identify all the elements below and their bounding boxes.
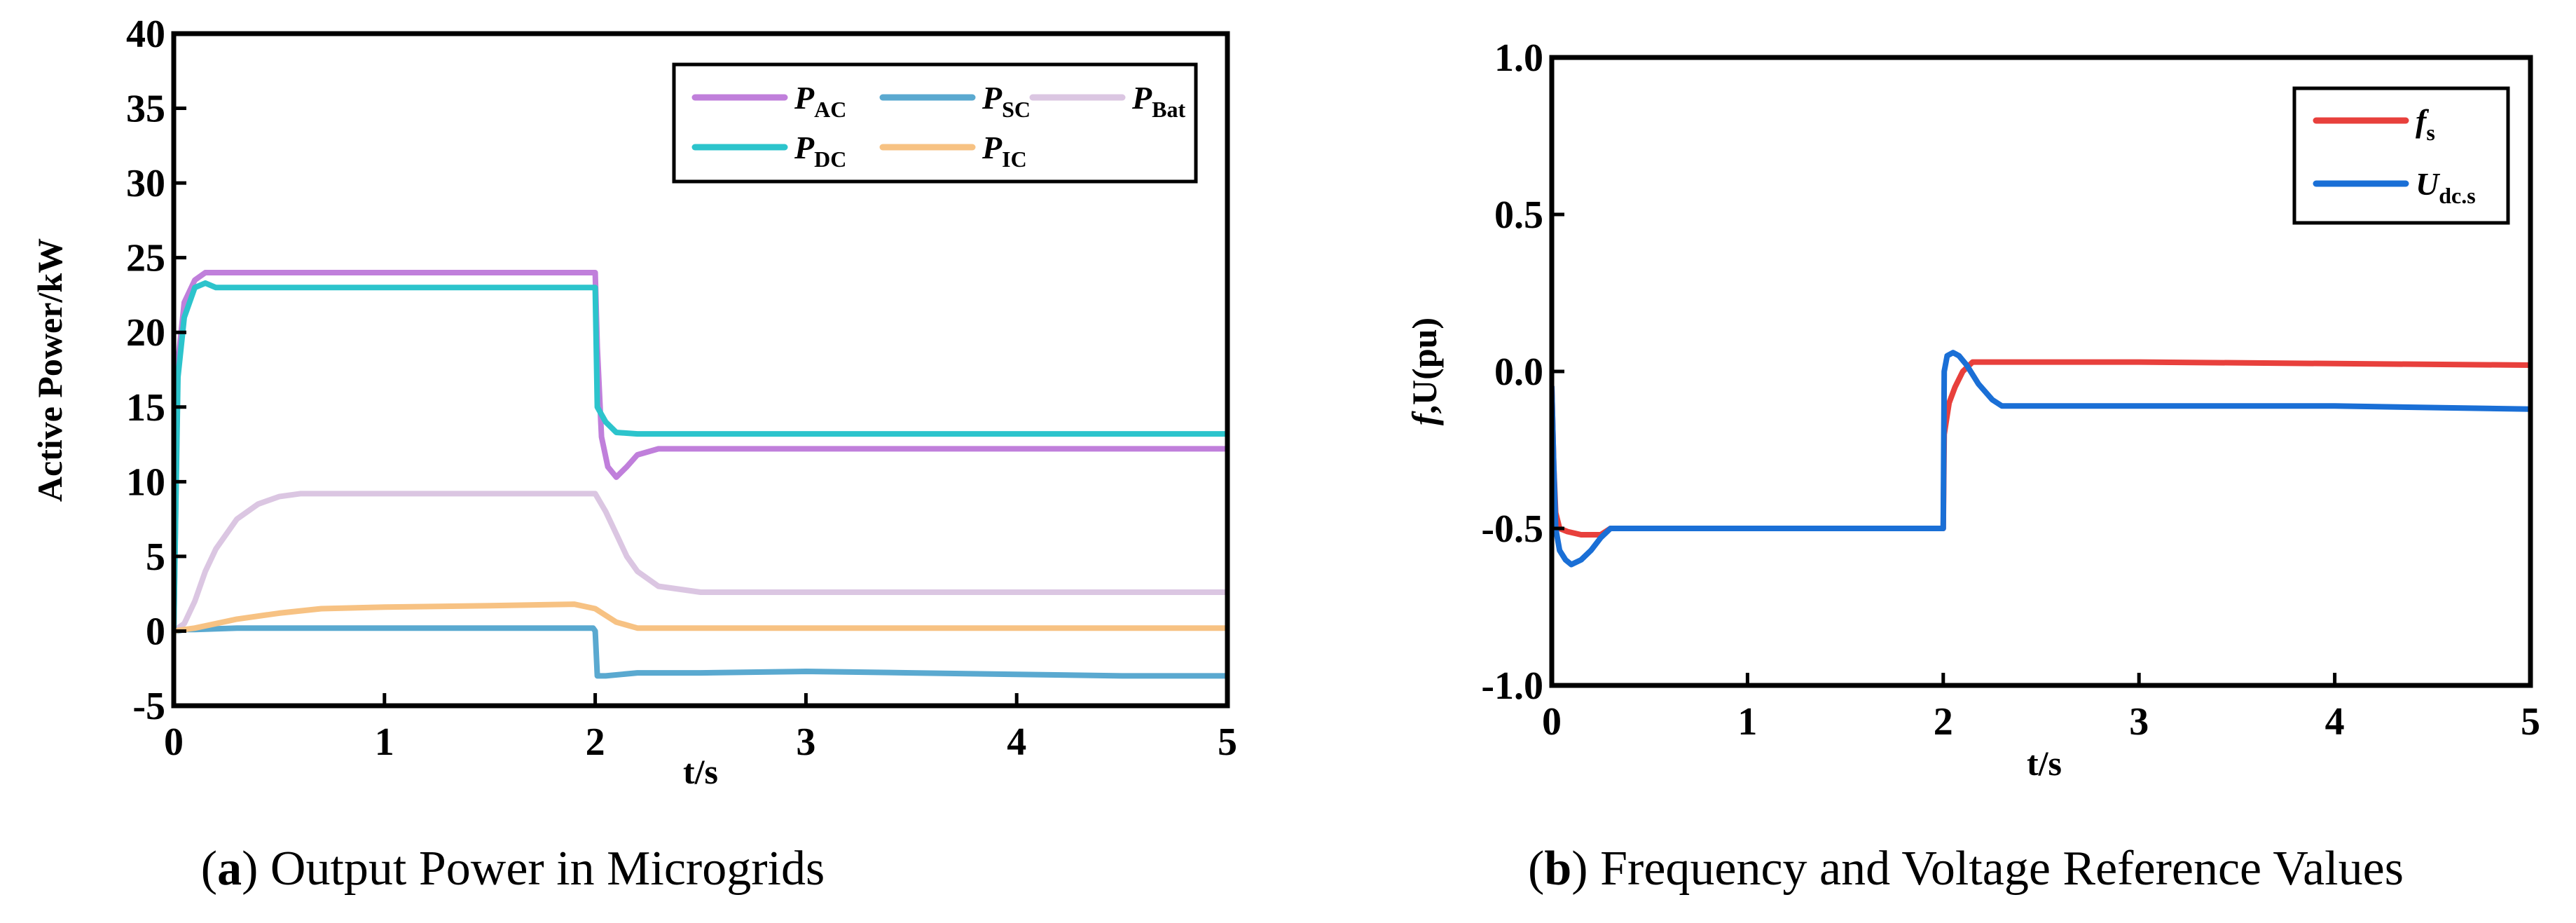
series-line-p-ic <box>174 601 1227 634</box>
x-tick-label: 5 <box>1218 720 1237 764</box>
legend-label: Udc.s <box>2416 166 2476 208</box>
legend: PAC PSC PBat PDC PIC <box>672 62 1198 184</box>
y-tick-label: 10 <box>126 460 165 504</box>
x-tick-label: 4 <box>1007 720 1026 764</box>
y-tick-label: -0.5 <box>1481 507 1543 551</box>
legend-box <box>672 62 1198 184</box>
legend-box <box>2292 86 2510 225</box>
y-tick-label: 5 <box>146 535 165 579</box>
series-line-p-bat <box>174 491 1227 634</box>
series-line-p-dc <box>174 280 1227 634</box>
y-tick-label: 20 <box>126 311 165 355</box>
x-axis-label: t/s <box>683 752 718 791</box>
y-tick-label: 40 <box>126 13 165 56</box>
series-line-p-sc <box>174 625 1227 679</box>
x-tick-label: 3 <box>2129 700 2149 744</box>
y-tick-label: 35 <box>126 88 165 131</box>
x-tick-label: 0 <box>1542 700 1562 744</box>
y-tick-label: 0 <box>146 610 165 653</box>
series-line-f-s <box>1552 359 2530 538</box>
x-tick-label: 1 <box>1737 700 1757 744</box>
y-tick-label: 15 <box>126 386 165 430</box>
x-tick-label: 3 <box>796 720 815 764</box>
y-tick-label: 30 <box>126 162 165 205</box>
series-line-p-ac <box>174 270 1227 634</box>
x-tick-label: 5 <box>2521 700 2540 744</box>
legend-label: PAC <box>794 80 846 122</box>
legend-label: PIC <box>982 130 1027 172</box>
caption-a: (a) Output Power in Microgrids <box>201 842 825 896</box>
y-axis-label: Active Power/kW <box>30 238 69 502</box>
series-line-u-dc-s <box>1552 350 2530 568</box>
caption-b: (b) Frequency and Voltage Reference Valu… <box>1528 842 2404 896</box>
legend-label: PDC <box>794 130 846 172</box>
x-tick-label: 0 <box>164 720 184 764</box>
y-axis-label: f,U(pu) <box>1405 317 1444 425</box>
y-tick-label: 0.0 <box>1494 350 1543 394</box>
series-lines <box>1552 350 2530 568</box>
plot-frame <box>171 31 1230 709</box>
y-tick-label: -1.0 <box>1481 664 1543 708</box>
x-tick-label: 2 <box>586 720 605 764</box>
legend-label: PSC <box>982 80 1031 122</box>
legend-label: PBat <box>1131 80 1185 122</box>
panel-b-chart: 0 1 2 3 4 5 -1.0 -0.5 0.0 0.5 1.0 t/s f,U(pu) fs Udc.s <box>1405 36 2540 783</box>
x-tick-label: 1 <box>375 720 394 764</box>
x-tick-label: 4 <box>2325 700 2345 744</box>
x-tick-label: 2 <box>1934 700 1953 744</box>
legend: fs Udc.s <box>2292 86 2510 225</box>
y-tick-label: 1.0 <box>1494 36 1543 80</box>
y-tick-label: -5 <box>132 685 165 728</box>
y-tick-label: 0.5 <box>1494 193 1543 237</box>
y-tick-label: 25 <box>126 237 165 280</box>
x-axis-label: t/s <box>2027 744 2062 783</box>
legend-label: fs <box>2416 103 2435 145</box>
series-lines <box>174 270 1227 679</box>
